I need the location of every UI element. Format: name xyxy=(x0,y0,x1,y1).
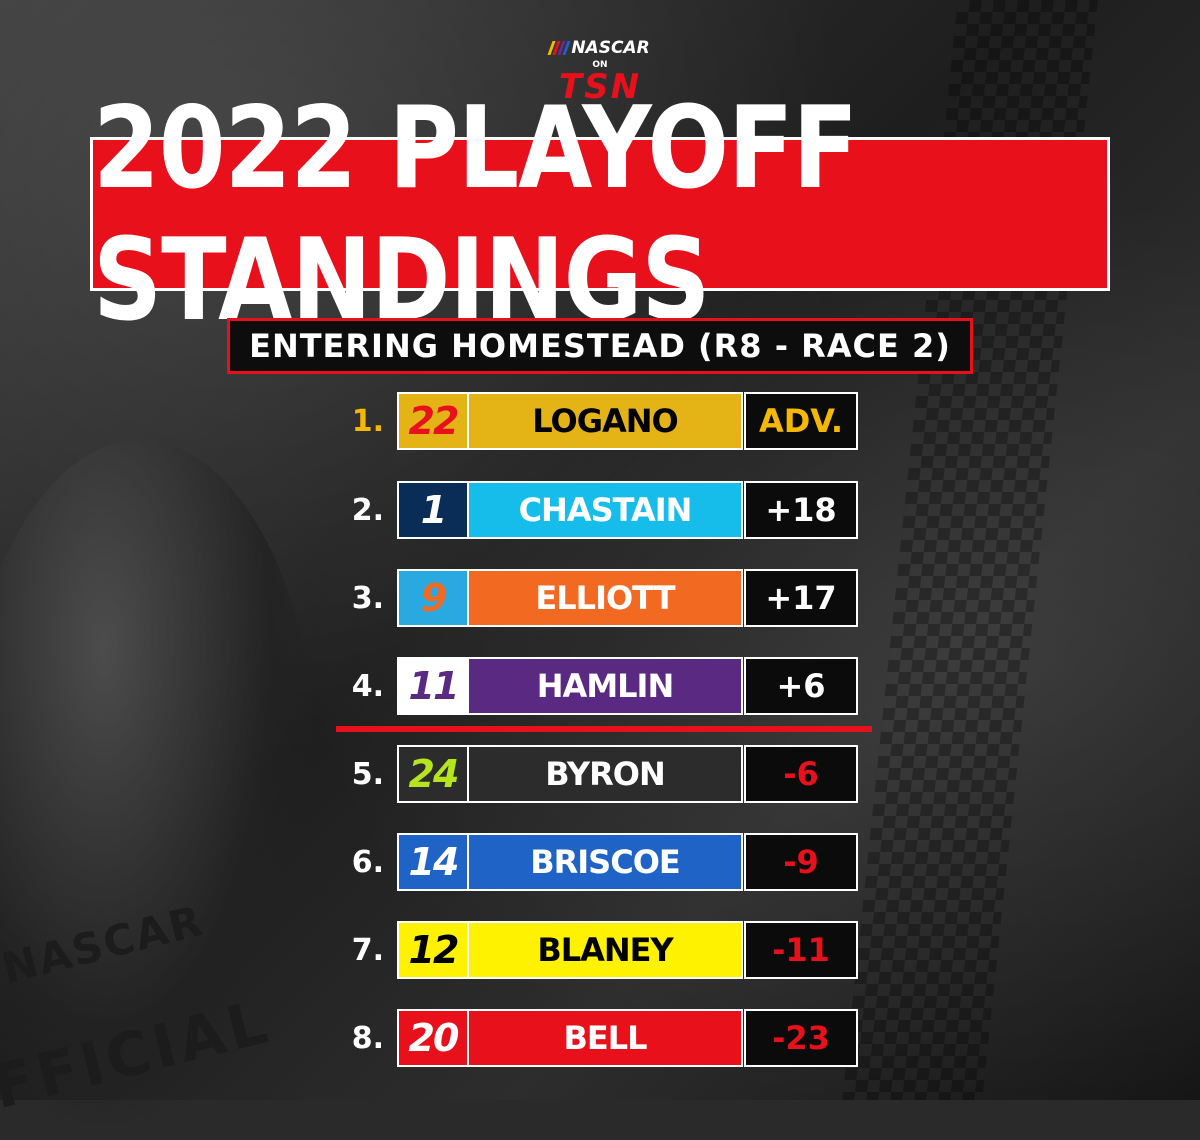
points-to-cutline: +18 xyxy=(744,481,858,539)
car-number-badge: 12 xyxy=(397,921,469,979)
position-label: 1. xyxy=(351,403,384,439)
driver-name: BRISCOE xyxy=(469,833,743,891)
standings-row: 2. 1 CHASTAIN +18 xyxy=(0,481,1200,539)
points-to-cutline: ADV. xyxy=(744,392,858,450)
nascar-stripes-icon xyxy=(547,41,571,55)
position-label: 7. xyxy=(351,932,384,968)
nascar-text: NASCAR xyxy=(571,38,650,58)
car-number-badge: 20 xyxy=(397,1009,469,1067)
title-banner: 2022 PLAYOFF STANDINGS xyxy=(90,82,1110,346)
page-subtitle: ENTERING HOMESTEAD (R8 - RACE 2) xyxy=(249,327,951,365)
car-number-badge: 11 xyxy=(397,657,469,715)
driver-name: BELL xyxy=(469,1009,743,1067)
nascar-on-tsn-logo: NASCAR ON TSN xyxy=(540,38,660,104)
points-to-cutline: +6 xyxy=(744,657,858,715)
logo-on-text: ON xyxy=(592,60,608,70)
points-to-cutline: -9 xyxy=(744,833,858,891)
driver-name: HAMLIN xyxy=(469,657,743,715)
driver-name: BLANEY xyxy=(469,921,743,979)
points-to-cutline: -23 xyxy=(744,1009,858,1067)
driver-name: ELLIOTT xyxy=(469,569,743,627)
standings-row: 4. 11 HAMLIN +6 xyxy=(0,657,1200,715)
car-number-badge: 1 xyxy=(397,481,469,539)
driver-name: CHASTAIN xyxy=(469,481,743,539)
standings-row: 3. 9 ELLIOTT +17 xyxy=(0,569,1200,627)
car-number-badge: 14 xyxy=(397,833,469,891)
driver-name: LOGANO xyxy=(469,392,743,450)
standings-row: 7. 12 BLANEY -11 xyxy=(0,921,1200,979)
car-number-badge: 24 xyxy=(397,745,469,803)
page-title: 2022 PLAYOFF STANDINGS xyxy=(93,81,858,347)
standings-row: 8. 20 BELL -23 xyxy=(0,1009,1200,1067)
position-label: 3. xyxy=(351,580,384,616)
car-number-badge: 22 xyxy=(397,392,469,450)
standings-row: 5. 24 BYRON -6 xyxy=(0,745,1200,803)
driver-name: BYRON xyxy=(469,745,743,803)
nascar-wordmark: NASCAR xyxy=(540,38,660,58)
standings-row: 6. 14 BRISCOE -9 xyxy=(0,833,1200,891)
position-label: 4. xyxy=(351,668,384,704)
car-number-badge: 9 xyxy=(397,569,469,627)
playoff-cutline xyxy=(336,726,872,732)
position-label: 6. xyxy=(351,844,384,880)
points-to-cutline: +17 xyxy=(744,569,858,627)
official-silhouette xyxy=(0,440,320,1140)
subtitle-banner: ENTERING HOMESTEAD (R8 - RACE 2) xyxy=(227,318,973,374)
position-label: 2. xyxy=(351,492,384,528)
points-to-cutline: -6 xyxy=(744,745,858,803)
points-to-cutline: -11 xyxy=(744,921,858,979)
tsn-wordmark: TSN xyxy=(558,67,642,107)
position-label: 5. xyxy=(351,756,384,792)
standings-row: 1. 22 LOGANO ADV. xyxy=(0,392,1200,450)
position-label: 8. xyxy=(351,1020,384,1056)
